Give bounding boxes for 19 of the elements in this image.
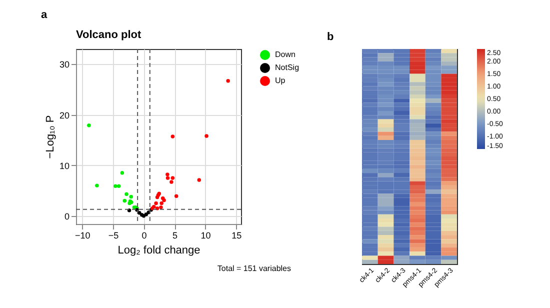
y-tick-label: 0 [64, 211, 70, 222]
x-tick-label: 0 [142, 230, 147, 240]
text: a [41, 9, 48, 21]
y-tick-label: 10 [59, 160, 70, 171]
legend-label: Down [275, 50, 296, 59]
legend-label: Up [275, 76, 286, 85]
text: b [327, 31, 334, 43]
y-tick-label: 20 [59, 110, 70, 120]
legend-label: NotSig [275, 63, 300, 72]
x-tick-label: 10 [200, 230, 211, 240]
x-tick-label: −10 [75, 230, 90, 240]
y-tick-label: 30 [59, 60, 70, 70]
x-tick-label: 5 [172, 230, 178, 240]
x-tick-label: 15 [232, 230, 242, 240]
x-tick-label: −5 [108, 230, 119, 240]
x-axis-title: Log₂ fold change [118, 244, 200, 256]
chart-title: Volcano plot [76, 29, 142, 41]
y-axis-title: −Log₁₀ P [44, 115, 56, 159]
text: Total = 151 variables [217, 264, 291, 273]
